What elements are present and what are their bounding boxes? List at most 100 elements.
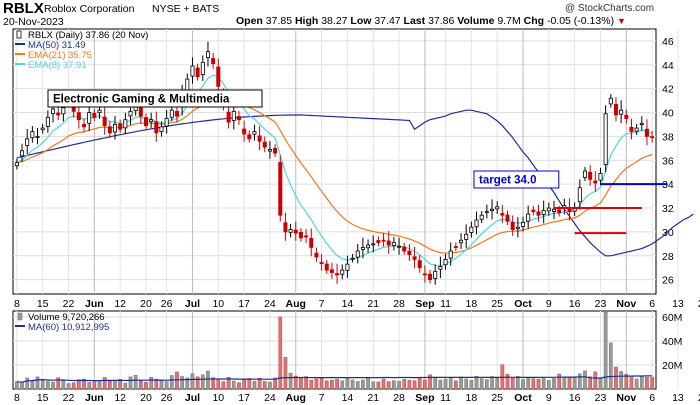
sector-annotation: Electronic Gaming & Multimedia [47,89,263,108]
volume-bar [443,378,448,390]
volume-bar [154,378,159,390]
candlestick [464,224,469,249]
candlestick [30,126,35,143]
candlestick [593,171,598,192]
candle-body [577,187,582,203]
candlestick [288,223,293,238]
volume-bar [175,371,179,390]
volume-bar [531,378,536,390]
candle-body [335,273,340,276]
candlestick [391,237,396,251]
y-tick-label: 46 [662,36,674,48]
y-tick-label: 40 [662,108,674,120]
volume-bar [572,376,577,390]
volume-bar [102,377,107,390]
candle-body [164,118,169,127]
volume-bar [526,377,531,390]
candle-body [314,252,319,258]
candlestick [577,179,582,210]
candlestick [433,264,438,285]
candle-body [598,173,603,181]
volume-bar [138,380,143,390]
candle-body [97,109,102,114]
volume-bar [123,382,128,390]
candlestick [304,228,309,244]
volume-bar [268,381,272,390]
y-tick-label: 44 [662,60,674,72]
volume-bar [61,380,66,390]
candle-body [154,121,159,134]
volume-bar [397,380,401,390]
high-value: 38.27 [321,15,348,27]
candlestick [588,165,593,186]
volume-bar [428,374,432,390]
symbol-title: RBLX [3,0,44,17]
volume-bar [35,376,40,390]
volume-bar [51,381,55,390]
volume-bar [479,378,484,390]
quote-date: 20-Nov-2023 [3,16,64,28]
volume-bar [376,381,381,390]
candlestick [608,94,613,108]
candle-body [397,245,402,248]
candlestick [500,205,505,223]
y-tick-label: 30 [662,227,674,239]
volume-bar [107,381,112,390]
candle-body [35,136,40,138]
volume-bar [474,376,479,390]
candle-body [92,112,97,118]
candle-body [428,273,433,281]
x-tick-label: Jul [185,298,200,310]
candlestick [118,119,123,134]
volume-bar [650,377,654,390]
candle-body [407,250,412,256]
candle-body [619,109,624,115]
candle-body [138,107,143,117]
candle-body [371,243,376,246]
volume-bar [288,372,293,390]
volume-bar [361,379,365,390]
volume-bar [448,377,453,390]
candle-body [551,208,556,212]
candle-body [376,240,381,244]
volume-bar [92,381,97,390]
sector-annotation-text: Electronic Gaming & Multimedia [53,94,230,106]
candle-body [283,222,288,233]
volume-bar [221,381,226,390]
ohlc-readout: Open 37.85 High 38.27 Low 37.47 Last 37.… [236,15,626,27]
candle-body [45,116,50,127]
candlestick [619,100,624,124]
volume-bar [577,373,582,390]
candlestick [87,104,92,131]
volume-x-tick-label: 9 [546,392,552,404]
candlestick [200,55,205,81]
candlestick [205,41,210,67]
volume-bar [505,373,510,390]
candlestick [350,254,355,263]
volume-x-tick-label: Jul [185,392,200,404]
volume-bar [190,373,195,390]
x-tick-label: Aug [286,298,306,310]
candle-body [464,233,469,240]
volume-bar [226,376,231,390]
y-tick-label: 42 [662,84,674,96]
x-tick-label: 24 [264,298,276,310]
x-tick-label: Oct [514,298,532,310]
volume-bar [195,376,200,390]
candlestick [273,144,278,157]
candle-body [350,257,355,260]
candle-body [603,113,608,165]
volume-bar [598,377,603,390]
volume-bar [629,376,634,390]
volume-bar [392,380,396,390]
candlestick [551,200,556,220]
candlestick [428,270,433,284]
candle-body [231,110,236,121]
candle-body [309,237,314,248]
volume-tick-label: 40M [662,336,682,348]
volume-bar [304,376,308,390]
candle-body [412,256,417,260]
price-legend-item: EMA(21) 35.75 [28,50,92,61]
candle-body [298,232,303,239]
last-label: Last [403,15,426,27]
